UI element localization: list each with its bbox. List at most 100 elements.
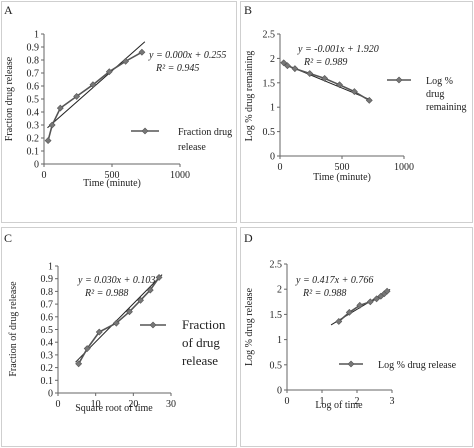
y-tick-label: 0	[48, 389, 53, 400]
y-tick-label: 0	[34, 160, 39, 171]
y-tick-label: 2.5	[270, 260, 283, 271]
data-point	[336, 81, 343, 89]
y-tick-label: 0.5	[270, 360, 283, 371]
x-tick-label: 1	[320, 396, 325, 407]
x-tick-label: 10	[91, 399, 101, 410]
y-tick-label: 0.2	[27, 134, 40, 145]
x-tick-label: 1000	[394, 162, 414, 173]
x-tick-label: 1000	[170, 170, 190, 181]
data-point	[383, 287, 391, 295]
x-axis-label: Log of time	[315, 400, 363, 411]
x-tick-label: 30	[166, 399, 176, 410]
legend-marker	[395, 76, 403, 84]
y-tick-label: 0.5	[263, 127, 276, 138]
y-tick-label: 0.4	[41, 338, 54, 349]
legend-label: drug	[426, 89, 444, 100]
y-tick-label: 2	[270, 54, 275, 65]
y-tick-label: 0.3	[27, 121, 40, 132]
y-tick-label: 1	[277, 335, 282, 346]
y-tick-label: 0.5	[41, 325, 54, 336]
panel-label: D	[244, 231, 253, 245]
data-point	[146, 286, 154, 294]
data-point	[356, 301, 364, 309]
y-tick-label: 2	[277, 285, 282, 296]
x-axis-label: Square root of time	[75, 403, 153, 414]
x-tick-label: 2	[355, 396, 360, 407]
data-point	[89, 81, 97, 89]
panel-frame	[1, 227, 237, 447]
legend: Log % drug release	[339, 360, 457, 371]
data-point	[95, 328, 103, 336]
chart-panel-d: D 0 0.5 1 1.5 2 2.5 0 1 2 3 Log of time Log % drug r…	[240, 227, 473, 447]
data-point	[126, 308, 133, 316]
x-tick-label: 0	[285, 396, 290, 407]
panel-label: A	[4, 3, 13, 17]
legend-label: release	[178, 142, 206, 153]
y-tick-label: 0.2	[41, 363, 54, 374]
y-tick-label: 0.9	[27, 43, 40, 54]
x-tick-label: 500	[105, 170, 120, 181]
data-point	[75, 360, 83, 368]
legend: Fraction drug release	[131, 127, 232, 153]
x-axis-label: Time (minute)	[83, 178, 141, 189]
y-tick-label: 0	[270, 152, 275, 163]
x-tick-label: 500	[335, 162, 350, 173]
y-tick-label: 0.1	[41, 376, 54, 387]
legend-marker	[347, 360, 355, 368]
y-tick-label: 0.8	[27, 56, 40, 67]
trendline	[75, 274, 163, 363]
data-point	[306, 70, 314, 77]
legend-label: Log %	[426, 76, 453, 87]
y-tick-label: 0.9	[41, 274, 54, 285]
data-point	[137, 296, 144, 304]
data-point	[73, 92, 81, 100]
legend-marker	[149, 321, 157, 329]
legend-marker	[141, 127, 149, 135]
data-point	[83, 345, 91, 352]
legend-label: remaining	[426, 102, 467, 113]
data-point	[350, 88, 358, 96]
y-tick-label: 1.5	[263, 78, 276, 89]
y-tick-label: 0	[277, 386, 282, 397]
legend-label: Fraction drug	[178, 127, 232, 138]
y-tick-label: 0.6	[41, 312, 54, 323]
y-tick-label: 2.5	[263, 30, 276, 41]
data-point	[365, 96, 373, 104]
legend-label: of drug	[182, 335, 220, 350]
r-squared-label: R² = 0.989	[303, 57, 347, 68]
y-axis-label: Log % drug remaining	[244, 51, 255, 142]
r-squared-label: R² = 0.988	[84, 288, 128, 299]
legend: Fraction of drug release	[140, 317, 226, 368]
x-tick-label: 3	[390, 396, 395, 407]
x-tick-label: 20	[128, 399, 138, 410]
series-line	[47, 51, 143, 141]
trendline-equation: y = 0.030x + 0.103	[77, 275, 155, 286]
y-axis-label: Fraction drug release	[4, 56, 15, 141]
r-squared-label: R² = 0.945	[155, 63, 199, 74]
y-tick-label: 1.5	[270, 310, 283, 321]
legend-label: Log % drug release	[378, 360, 457, 371]
data-point	[335, 318, 343, 325]
y-tick-label: 0.7	[41, 300, 54, 311]
legend: Log % drug remaining	[387, 76, 467, 113]
y-tick-label: 0.5	[27, 95, 40, 106]
y-tick-label: 0.8	[41, 287, 54, 298]
r-squared-label: R² = 0.988	[302, 288, 346, 299]
data-point	[373, 295, 381, 303]
data-point	[284, 62, 291, 70]
data-point	[44, 137, 52, 145]
y-tick-label: 0.6	[27, 82, 40, 93]
data-point	[122, 57, 130, 65]
legend-label: release	[182, 353, 218, 368]
legend-label: Fraction	[182, 317, 226, 332]
chart-panel-a: A 0 0.1 0.2 0.3 0.4 0.5 0.6 0.7 0.8 0.9 1 0 500 1000 Ti…	[1, 1, 237, 223]
data-point	[291, 65, 299, 73]
data-point	[155, 274, 163, 281]
x-tick-label: 0	[278, 162, 283, 173]
data-point	[105, 68, 113, 76]
chart-panel-c: C00.10.20.30.40.50.60.70.80.910 10 20 30Squ…	[1, 227, 237, 447]
y-tick-label: 0.1	[27, 147, 40, 158]
x-tick-label: 0	[56, 399, 61, 410]
y-tick-label: 1	[48, 262, 53, 273]
